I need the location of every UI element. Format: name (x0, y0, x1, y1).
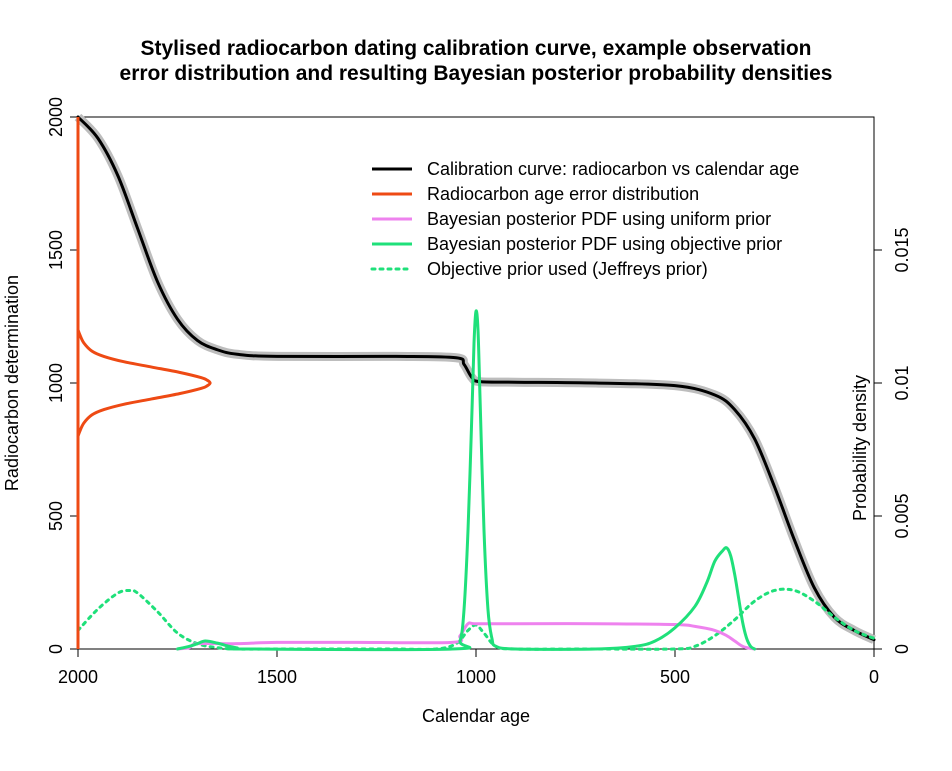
legend-label: Bayesian posterior PDF using uniform pri… (427, 209, 771, 229)
jeffreys-prior-line (76, 587, 876, 651)
error-distribution-line (76, 328, 212, 438)
y-right-tick-label: 0.015 (892, 227, 912, 272)
legend-label: Radiocarbon age error distribution (427, 184, 699, 204)
y-right-tick-label: 0.005 (892, 493, 912, 538)
x-tick-label: 1500 (257, 667, 297, 687)
y-axis-right-label: Probability density (850, 375, 870, 521)
series-layer (74, 113, 876, 652)
legend-label: Bayesian posterior PDF using objective p… (427, 234, 782, 254)
legend: Calibration curve: radiocarbon vs calend… (370, 159, 799, 279)
y-right-tick-label: 0 (892, 644, 912, 654)
objective-posterior-line (176, 309, 757, 652)
chart-title-line-2: error distribution and resulting Bayesia… (120, 62, 833, 85)
x-axis-label: Calendar age (422, 706, 530, 726)
y-right-tick-label: 0.01 (892, 365, 912, 400)
legend-label: Calibration curve: radiocarbon vs calend… (427, 159, 799, 179)
y-left-tick-label: 500 (46, 501, 66, 531)
x-tick-label: 1000 (456, 667, 496, 687)
x-tick-label: 2000 (58, 667, 98, 687)
legend-label: Objective prior used (Jeffreys prior) (427, 259, 708, 279)
y-left-tick-label: 1000 (46, 363, 66, 403)
y-left-tick-label: 0 (46, 644, 66, 654)
chart-title-line-1: Stylised radiocarbon dating calibration … (140, 37, 811, 60)
x-tick-label: 500 (660, 667, 690, 687)
y-left-tick-label: 1500 (46, 230, 66, 270)
x-tick-label: 0 (869, 667, 879, 687)
y-axis-left-label: Radiocarbon determination (2, 275, 22, 491)
y-left-tick-label: 2000 (46, 97, 66, 137)
